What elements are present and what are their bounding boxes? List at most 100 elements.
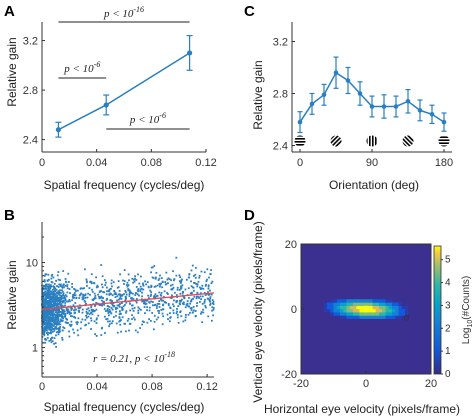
panel-b-scatter-point — [191, 311, 194, 314]
panel-b-scatter-point — [58, 291, 61, 294]
panel-b-scatter-point — [60, 283, 62, 286]
panel-b-scatter-point — [152, 301, 154, 303]
panel-b-scatter-point — [71, 282, 73, 285]
panel-b-x-tick-label: 0.04 — [86, 381, 107, 393]
panel-b-scatter-point — [181, 292, 184, 294]
panel-b-scatter-point — [147, 294, 149, 297]
panel-d-heatmap-cell — [356, 309, 360, 313]
panel-b-scatter-point — [76, 323, 79, 325]
panel-b-scatter-point — [158, 303, 161, 305]
panel-b-scatter-point — [66, 312, 69, 315]
panel-b-scatter-point — [46, 301, 49, 304]
panel-b-scatter-point — [179, 292, 182, 295]
panel-d-heatmap-cell — [366, 309, 370, 313]
panel-b-scatter-point — [47, 315, 50, 318]
panel-b-scatter-point — [206, 278, 208, 281]
panel-b-scatter-point — [79, 287, 82, 290]
panel-d-heatmap-cell — [343, 302, 347, 306]
panel-b-scatter-point — [132, 278, 135, 281]
panel-b-scatter-point — [68, 313, 71, 315]
panel-b-scatter-point — [54, 315, 57, 318]
panel-b-scatter-point — [59, 311, 62, 313]
panel-b-scatter-point — [56, 311, 58, 314]
panel-b-scatter-point — [57, 318, 60, 321]
panel-b-scatter-point — [86, 284, 88, 287]
panel-b-scatter-point — [206, 268, 209, 271]
panel-b-scatter-point — [190, 309, 193, 311]
panel-b-scatter-point — [49, 317, 52, 319]
panel-b-scatter-point — [78, 310, 80, 312]
panel-c-x-tick-label: 180 — [435, 157, 453, 169]
panel-b-scatter-point — [57, 278, 60, 281]
panel-b-scatter-point — [59, 279, 62, 282]
panel-b-scatter-point — [182, 291, 185, 293]
panel-b-scatter-point — [57, 307, 60, 310]
panel-b-scatter-point — [161, 281, 164, 283]
panel-b-scatter-point — [54, 304, 57, 307]
panel-b-scatter-point — [63, 297, 65, 300]
panel-d-colorbar-tick-label: 1 — [445, 346, 451, 357]
panel-b-scatter-point — [41, 323, 44, 326]
panel-b-scatter-point — [211, 309, 213, 312]
panel-b-scatter-point — [146, 299, 148, 302]
panel-d-heatmap-cell — [330, 309, 334, 313]
panel-b-scatter-point — [137, 288, 140, 290]
panel-b-scatter-point — [144, 280, 146, 283]
panel-b-scatter-point — [61, 289, 63, 292]
panel-b-scatter-point — [54, 290, 57, 293]
panel-b-scatter-point — [105, 299, 108, 301]
panel-b-scatter-point — [73, 306, 76, 309]
panel-b-scatter-point — [124, 299, 127, 302]
panel-b-scatter-point — [175, 301, 178, 304]
panel-b-scatter-point — [167, 304, 170, 307]
panel-b-scatter-point — [212, 307, 215, 309]
panel-b-scatter-point — [185, 278, 188, 281]
panel-b-scatter-point — [154, 277, 157, 280]
panel-b-scatter-point — [50, 337, 53, 339]
panel-b-scatter-point — [176, 310, 178, 313]
panel-b-scatter-point — [205, 283, 207, 286]
panel-b-scatter-point — [128, 279, 130, 282]
panel-b-scatter-point — [95, 318, 98, 321]
panel-b-scatter-point — [194, 266, 197, 269]
panel-b-scatter-point — [51, 313, 54, 316]
panel-b-scatter-point — [81, 287, 84, 290]
panel-b-scatter-points — [41, 256, 215, 348]
panel-b-scatter-point — [55, 304, 58, 307]
panel-b-scatter-point — [53, 342, 56, 345]
panel-b-scatter-point — [102, 297, 105, 299]
panel-b-scatter-point — [55, 321, 58, 324]
panel-b-scatter-point — [42, 307, 45, 310]
panel-b-scatter-point — [54, 311, 57, 314]
panel-b-scatter-point — [93, 320, 96, 323]
panel-b-scatter-point — [134, 277, 136, 280]
panel-b-scatter-point — [134, 275, 136, 278]
panel-d-heatmap-cell — [353, 315, 357, 319]
panel-b-scatter-point — [42, 341, 45, 344]
panel-b-scatter-point — [46, 310, 49, 312]
panel-d-heatmap-cell — [330, 312, 334, 316]
panel-b-scatter-point — [160, 292, 163, 294]
panel-b-scatter-point — [66, 308, 69, 311]
panel-b-scatter-point — [96, 284, 99, 287]
panel-b-scatter-point — [58, 307, 61, 310]
panel-b-scatter-point — [148, 301, 150, 304]
panel-b-scatter-point — [151, 276, 154, 279]
panel-b-scatter-point — [155, 307, 158, 309]
panel-b-scatter-point — [44, 294, 47, 297]
panel-b-scatter-point — [149, 320, 152, 322]
panel-b-scatter-point — [56, 285, 58, 287]
panel-b-scatter-point — [204, 294, 207, 297]
panel-b-scatter-point — [45, 294, 48, 296]
panel-b-scatter-point — [62, 300, 64, 302]
panel-d-x-tick-label: 0 — [363, 378, 369, 390]
panel-d-heatmap-cell — [388, 305, 393, 310]
panel-b-stats-text: r = 0.21, p < 10-18 — [93, 350, 175, 365]
panel-b-scatter-point — [42, 285, 45, 288]
panel-b-scatter-point — [44, 325, 46, 328]
panel-c-data-point — [345, 78, 351, 83]
panel-b-scatter-point — [93, 292, 96, 295]
panel-b-scatter-point — [106, 297, 108, 300]
panel-b-scatter-point — [71, 315, 74, 318]
panel-b-scatter-point — [65, 295, 68, 298]
